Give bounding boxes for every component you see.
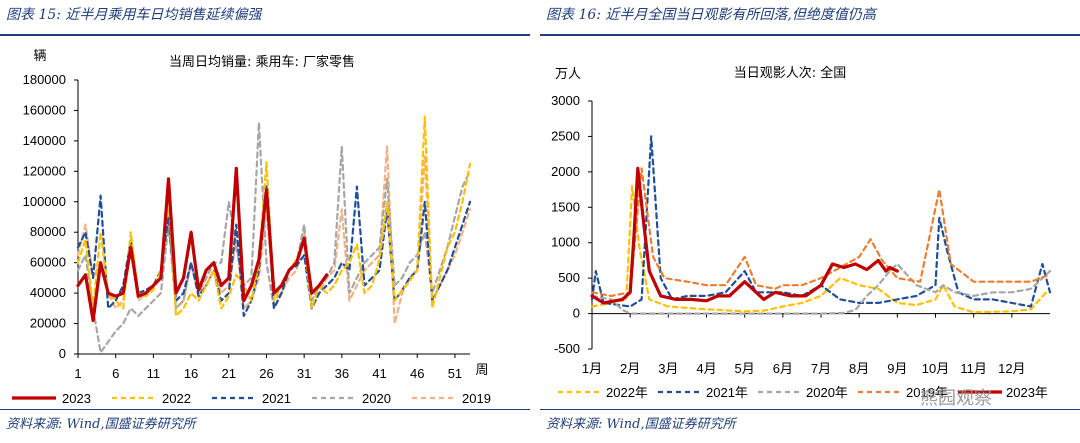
x-tick-label: 1月 [582,361,602,376]
x-tick-label: 10月 [922,361,949,376]
x-tick-label: 11月 [960,361,987,376]
y-tick-label: 140000 [23,133,66,148]
y-tick-label: 500 [558,270,580,285]
right-panel: 图表 16: 近半月全国当日观影有所回落,但绝度值仍高 当日观影人次: 全国 万人… [540,0,1080,443]
x-tick-label: 6月 [773,361,793,376]
y-tick-label: 160000 [23,102,66,117]
y-tick-label: -500 [554,341,580,356]
left-panel: 图表 15: 近半月乘用车日均销售延续偏强 当周日均销量: 乘用车: 厂家零售 辆… [0,0,530,443]
right-source-note: 资料来源: Wind,国盛证券研究所 [546,417,736,432]
series-line-2022年 [590,184,1048,314]
x-tick-label: 6 [112,366,119,381]
x-tick-label: 7月 [811,361,831,376]
left-title-rule [0,34,530,36]
x-tick-label: 51 [448,366,462,381]
x-tick-label: 21 [222,366,236,381]
watermark: 熊园观察 [920,388,992,409]
x-tick-label: 8月 [849,361,869,376]
right-chart: 当日观影人次: 全国 万人 -500 0 500 1000 1500 2000 2500 3000… [551,65,1052,400]
left-panel-title: 图表 15: 近半月乘用车日均销售延续偏强 [6,7,262,23]
x-tick-label: 36 [335,366,349,381]
x-axis-unit: 周 [475,362,488,377]
x-tick-label: 1 [74,366,81,381]
x-tick-label: 9月 [887,361,907,376]
right-title-rule [540,34,1080,36]
series-line-2020 [76,121,472,354]
y-tick-label: 1500 [551,199,580,214]
chart-title: 当周日均销量: 乘用车: 厂家零售 [169,54,355,70]
y-tick-label: 0 [573,306,580,321]
x-tick-label: 41 [372,366,386,381]
y-tick-label: 2000 [551,164,580,179]
legend-label-2020年: 2020年 [806,385,848,400]
legend-label-2021年: 2021年 [706,385,748,400]
right-bottom-rule [540,409,1080,410]
legend-label-2021: 2021 [262,391,291,406]
left-chart: 当周日均销量: 乘用车: 厂家零售 辆 0 20000 40000 60000 80000 1… [12,48,491,406]
y-tick-label: 80000 [30,224,66,239]
x-tick-label: 31 [297,366,311,381]
x-tick-label: 16 [184,366,198,381]
y-tick-label: 100000 [23,194,66,209]
x-tick-label: 11 [147,366,161,381]
x-tick-label: 3月 [658,361,678,376]
y-axis-unit: 万人 [555,66,581,81]
y-tick-label: 120000 [23,163,66,178]
series-line-2023 [76,166,329,323]
x-tick-label: 12月 [998,361,1025,376]
y-tick-label: 2500 [551,128,580,143]
legend-label-2023: 2023 [62,391,91,406]
x-tick-label: 4月 [696,361,716,376]
legend-label-2020: 2020 [362,391,391,406]
y-tick-label: 3000 [551,93,580,108]
series-line-2019年 [590,167,1052,297]
y-tick-label: 20000 [30,316,66,331]
y-axis-unit: 辆 [33,48,46,63]
left-bottom-rule [0,409,530,410]
legend-label-2023年: 2023年 [1006,385,1048,400]
legend-label-2022年: 2022年 [606,385,648,400]
series-line-2023年 [590,166,899,305]
series-line-2020年 [590,262,1052,315]
y-tick-label: 180000 [23,72,66,87]
legend-label-2022: 2022 [162,391,191,406]
y-tick-label: 1000 [551,235,580,250]
x-tick-label: 2月 [620,361,640,376]
x-tick-label: 46 [410,366,424,381]
y-tick-label: 40000 [30,285,66,300]
right-panel-title: 图表 16: 近半月全国当日观影有所回落,但绝度值仍高 [546,7,876,23]
x-tick-label: 5月 [735,361,755,376]
x-tick-label: 26 [259,366,273,381]
y-tick-label: 60000 [30,255,66,270]
chart-title: 当日观影人次: 全国 [734,65,847,81]
legend-label-2019年: 2019年 [906,385,948,400]
legend-label-2019: 2019 [462,391,491,406]
left-source-note: 资料来源: Wind,国盛证券研究所 [6,417,196,432]
y-tick-label: 0 [59,346,66,361]
